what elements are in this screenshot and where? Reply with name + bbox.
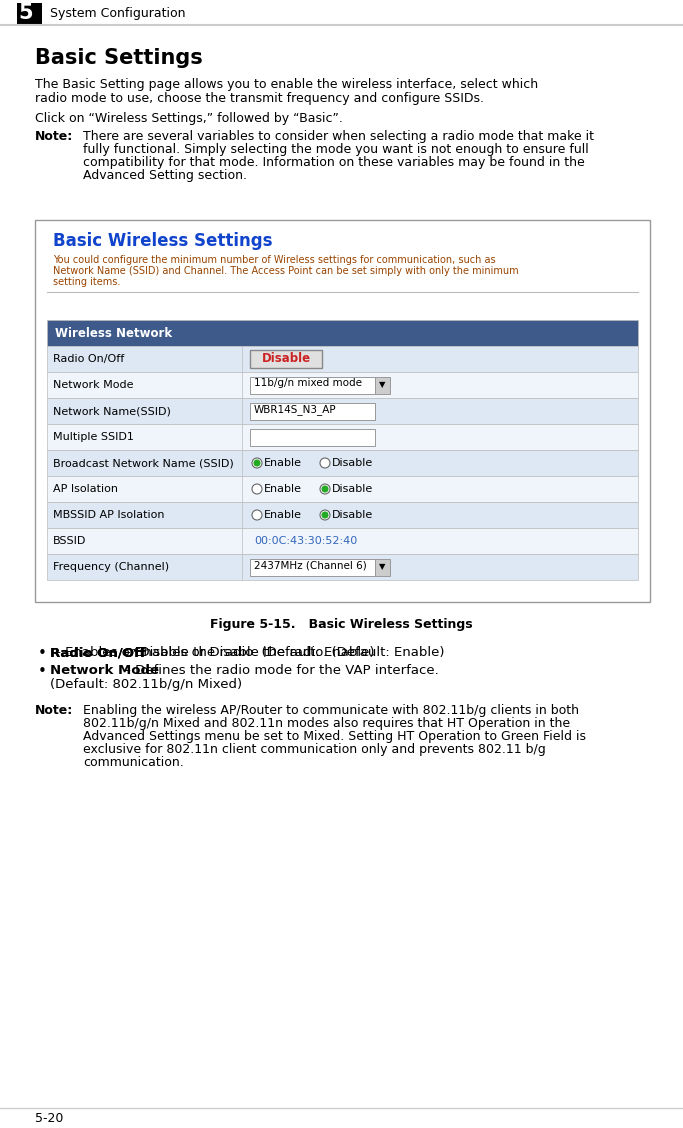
Circle shape	[320, 484, 330, 494]
Text: Advanced Settings menu be set to Mixed. Setting HT Operation to Green Field is: Advanced Settings menu be set to Mixed. …	[83, 730, 586, 743]
Bar	[375, 377, 390, 394]
Text: 5-20: 5-20	[35, 1112, 64, 1125]
Text: The Basic Setting page allows you to enable the wireless interface, select which: The Basic Setting page allows you to ena…	[35, 78, 538, 91]
Text: Radio On/Off – Enables or Disable the radio. (Default: Enable): Radio On/Off – Enables or Disable the ra…	[50, 646, 460, 659]
Text: Radio On/Off: Radio On/Off	[53, 354, 124, 364]
Text: AP Isolation: AP Isolation	[53, 484, 118, 494]
Text: Note:: Note:	[35, 704, 73, 717]
Text: – Defines the radio mode for the VAP interface.: – Defines the radio mode for the VAP int…	[120, 664, 438, 677]
Circle shape	[252, 510, 262, 520]
Text: setting items.: setting items.	[53, 277, 120, 287]
Text: 00:0C:43:30:52:40: 00:0C:43:30:52:40	[254, 536, 357, 546]
Text: Radio On/Off: Radio On/Off	[50, 646, 145, 659]
Circle shape	[252, 458, 262, 468]
Bar	[47, 346, 638, 372]
Circle shape	[322, 486, 328, 492]
Text: Disable: Disable	[332, 484, 373, 494]
Circle shape	[320, 458, 330, 468]
Bar	[47, 398, 638, 424]
Text: 802.11b/g/n Mixed and 802.11n modes also requires that HT Operation in the: 802.11b/g/n Mixed and 802.11n modes also…	[83, 717, 570, 730]
Text: (Default: 802.11b/g/n Mixed): (Default: 802.11b/g/n Mixed)	[50, 678, 242, 691]
Bar	[47, 424, 638, 450]
Bar	[35, 220, 650, 602]
Bar	[47, 554, 638, 580]
Bar	[47, 528, 638, 554]
Bar	[47, 320, 638, 346]
Bar	[47, 502, 638, 528]
Text: System Configuration: System Configuration	[50, 7, 186, 20]
Circle shape	[320, 510, 330, 520]
Bar	[47, 450, 638, 476]
Bar	[250, 377, 375, 394]
Text: Disable: Disable	[332, 510, 373, 520]
Text: Click on “Wireless Settings,” followed by “Basic”.: Click on “Wireless Settings,” followed b…	[35, 112, 343, 125]
Text: •: •	[38, 646, 47, 661]
Circle shape	[254, 460, 260, 466]
Text: Enabling the wireless AP/Router to communicate with 802.11b/g clients in both: Enabling the wireless AP/Router to commu…	[83, 704, 579, 717]
Text: Enable: Enable	[264, 458, 302, 468]
Text: Advanced Setting section.: Advanced Setting section.	[83, 169, 247, 182]
Text: 2437MHz (Channel 6): 2437MHz (Channel 6)	[254, 561, 367, 571]
Text: Disable: Disable	[332, 458, 373, 468]
Text: Broadcast Network Name (SSID): Broadcast Network Name (SSID)	[53, 458, 234, 468]
Bar	[250, 558, 375, 575]
Text: Figure 5-15.   Basic Wireless Settings: Figure 5-15. Basic Wireless Settings	[210, 618, 473, 631]
Text: exclusive for 802.11n client communication only and prevents 802.11 b/g: exclusive for 802.11n client communicati…	[83, 743, 546, 756]
Text: – Enables or Disable the radio. (Default: Enable): – Enables or Disable the radio. (Default…	[120, 646, 444, 659]
Text: BSSID: BSSID	[53, 536, 86, 546]
Text: Network Mode: Network Mode	[53, 380, 133, 390]
Circle shape	[322, 512, 328, 518]
Text: Disable: Disable	[262, 352, 311, 365]
Bar	[375, 558, 390, 575]
Text: ▼: ▼	[379, 563, 386, 572]
Text: Frequency (Channel): Frequency (Channel)	[53, 562, 169, 572]
Bar	[17, 3, 42, 25]
Text: WBR14S_N3_AP: WBR14S_N3_AP	[254, 405, 337, 415]
Text: 11b/g/n mixed mode: 11b/g/n mixed mode	[254, 379, 362, 388]
Text: MBSSID AP Isolation: MBSSID AP Isolation	[53, 510, 165, 520]
Bar	[47, 476, 638, 502]
Circle shape	[252, 484, 262, 494]
Text: Network Name (SSID) and Channel. The Access Point can be set simply with only th: Network Name (SSID) and Channel. The Acc…	[53, 266, 518, 276]
Bar	[250, 350, 322, 368]
Text: You could configure the minimum number of Wireless settings for communication, s: You could configure the minimum number o…	[53, 255, 496, 265]
Text: ▼: ▼	[379, 380, 386, 389]
Text: 5: 5	[18, 3, 33, 23]
Text: communication.: communication.	[83, 756, 184, 769]
Text: Network Name(SSID): Network Name(SSID)	[53, 406, 171, 416]
Text: Radio On/Off: Radio On/Off	[50, 646, 145, 659]
Bar	[250, 429, 375, 446]
Bar	[250, 403, 375, 420]
Text: Note:: Note:	[35, 130, 73, 143]
Text: Enable: Enable	[264, 484, 302, 494]
Text: Basic Settings: Basic Settings	[35, 49, 203, 68]
Text: Basic Wireless Settings: Basic Wireless Settings	[53, 232, 273, 250]
Text: Wireless Network: Wireless Network	[55, 327, 172, 340]
Text: – Enables or Disable the radio. (Default: Enable): – Enables or Disable the radio. (Default…	[50, 646, 374, 659]
Text: compatibility for that mode. Information on these variables may be found in the: compatibility for that mode. Information…	[83, 156, 585, 169]
Text: There are several variables to consider when selecting a radio mode that make it: There are several variables to consider …	[83, 130, 594, 143]
Text: Multiple SSID1: Multiple SSID1	[53, 432, 134, 442]
Text: radio mode to use, choose the transmit frequency and configure SSIDs.: radio mode to use, choose the transmit f…	[35, 92, 484, 105]
Text: Enable: Enable	[264, 510, 302, 520]
Bar	[47, 372, 638, 398]
Text: fully functional. Simply selecting the mode you want is not enough to ensure ful: fully functional. Simply selecting the m…	[83, 143, 589, 156]
Text: Network Mode: Network Mode	[50, 664, 159, 677]
Text: •: •	[38, 664, 47, 679]
